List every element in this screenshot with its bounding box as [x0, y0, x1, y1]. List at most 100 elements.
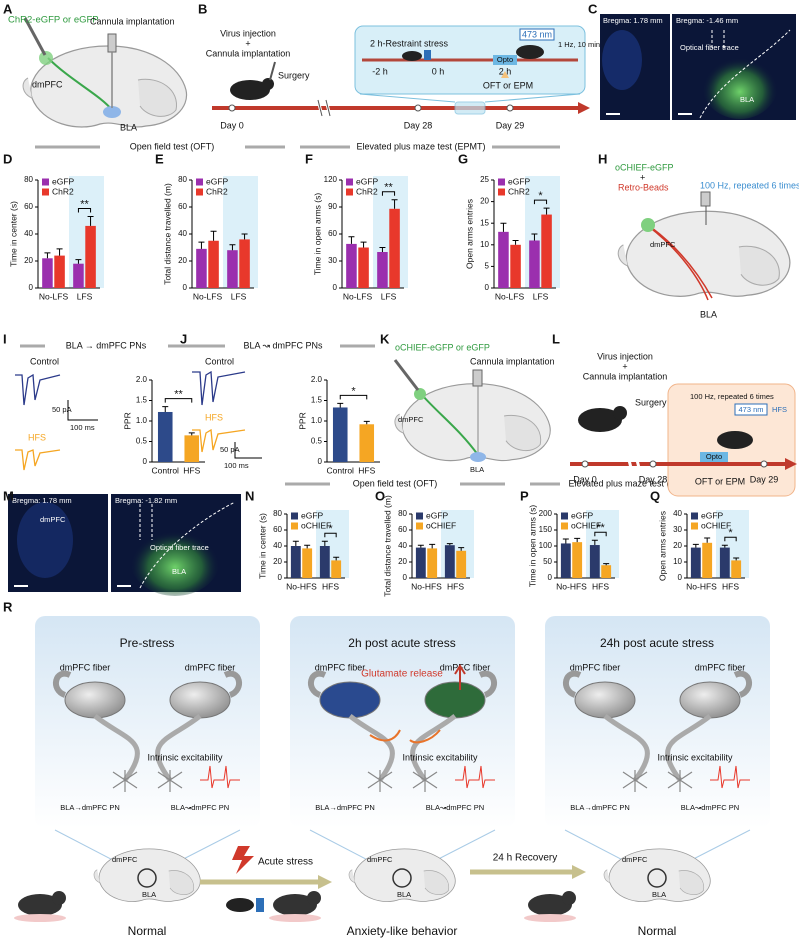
legend-label: ChR2: [508, 186, 530, 196]
label: OFT or EPM: [483, 80, 533, 90]
y-tick-label: 40: [178, 229, 187, 238]
label: Day 0: [573, 474, 597, 484]
label: Day 0: [220, 120, 244, 130]
x-tick-label: No-HFS: [556, 581, 587, 591]
bar: [702, 542, 713, 578]
label: Retro-Beads: [618, 182, 669, 192]
error-bar: [87, 215, 94, 226]
section-title: Open field test (OFT): [130, 141, 215, 151]
y-tick-label: 5: [485, 262, 490, 271]
state-label: Normal: [128, 924, 167, 938]
y-tick-label: 90: [328, 202, 337, 211]
legend-swatch: [42, 178, 49, 186]
y-axis-label: Time in center (s): [8, 201, 18, 267]
neuron: [412, 770, 438, 792]
error-bar: [603, 563, 610, 566]
label: HFS: [205, 412, 223, 422]
day-dot: [760, 460, 768, 468]
label: ChR2-eGFP or eGFP: [8, 15, 99, 26]
bar: [358, 247, 369, 288]
bar: [346, 243, 357, 288]
error-bar: [391, 199, 398, 209]
error-bar: [292, 540, 299, 546]
y-tick-label: 20: [178, 256, 187, 265]
y-axis-label: PPR: [297, 412, 307, 429]
x-tick-label: LFS: [77, 291, 93, 301]
x-tick-label: HFS: [183, 465, 200, 475]
up-arrow: [454, 664, 466, 690]
label: +: [622, 361, 627, 371]
arrow-label: 24 h Recovery: [493, 853, 557, 864]
significance: **: [596, 522, 605, 534]
spike-trace: [200, 765, 240, 789]
error-bar: [733, 557, 740, 561]
excitability-label: Intrinsic excitability: [402, 752, 478, 762]
y-axis-label: Open arms entries: [657, 511, 667, 581]
legend-swatch: [346, 178, 353, 186]
legend-label: oCHIEF: [301, 520, 331, 530]
bar: [157, 411, 173, 462]
region-label: BLA: [652, 890, 666, 899]
projection: [421, 394, 479, 456]
axon: [603, 714, 650, 782]
synapse: [679, 681, 741, 719]
curve-arrow: [409, 729, 441, 744]
bar: [290, 546, 301, 578]
label: oCHIEF-eGFP: [615, 162, 674, 172]
fiber: [223, 670, 242, 698]
bar: [85, 225, 96, 288]
injection-site: [39, 51, 53, 65]
cannula: [107, 33, 117, 53]
error-bar: [721, 544, 728, 548]
legend-swatch: [498, 178, 505, 186]
significance-bracket: [339, 394, 368, 400]
legend-label: eGFP: [701, 510, 724, 520]
day-dot: [506, 104, 514, 112]
significance: **: [80, 198, 89, 210]
spike-trace: [455, 765, 495, 789]
label: 100 ms: [224, 461, 249, 470]
legend-swatch: [561, 512, 568, 520]
error-bar: [458, 547, 465, 551]
scale-bar: [67, 400, 98, 421]
curve-arrow: [369, 729, 401, 742]
label: 0 h: [432, 66, 445, 76]
panel-letter: K: [380, 331, 390, 346]
label: Cannula implantation: [90, 16, 175, 26]
restrainer: [424, 50, 431, 60]
panel-a: ChR2-eGFP or eGFP Cannula implantation d…: [8, 15, 188, 132]
y-tick-label: 40: [673, 509, 682, 518]
significance: *: [328, 523, 333, 535]
mouse: [402, 51, 422, 61]
fiber: [53, 670, 72, 698]
bar: [601, 565, 612, 578]
y-tick-label: 0.5: [311, 437, 323, 446]
bar: [541, 214, 552, 288]
panel-letter: H: [598, 151, 607, 166]
synapse: [574, 681, 636, 719]
panel-i: BLA → dmPFC PNs Control HFS 50 pA 100 ms: [15, 340, 200, 471]
error-bar: [562, 538, 569, 544]
synapse: [64, 681, 126, 719]
x-tick-label: No-HFS: [411, 581, 442, 591]
bar: [719, 547, 730, 578]
bar: [208, 240, 219, 288]
legend-swatch: [346, 188, 353, 196]
bar: [239, 239, 250, 288]
bar: [332, 407, 348, 462]
magnifier: [137, 868, 157, 888]
panel-letter: C: [588, 1, 598, 16]
fiber: [563, 670, 582, 698]
bar: [331, 560, 342, 578]
y-axis-label: Time in open arms (s): [312, 193, 322, 276]
significance-bracket: [164, 398, 193, 403]
spike-trace: [710, 765, 750, 789]
y-tick-label: 60: [328, 229, 337, 238]
bla-site: [470, 452, 486, 462]
y-tick-label: 1.5: [311, 396, 323, 405]
y-tick-label: 0: [485, 283, 490, 292]
mouse: [516, 45, 544, 59]
bar: [377, 252, 388, 288]
bar: [510, 244, 521, 288]
panel-letters: A B C D E F G H I J K L M N O P Q R: [3, 1, 660, 614]
